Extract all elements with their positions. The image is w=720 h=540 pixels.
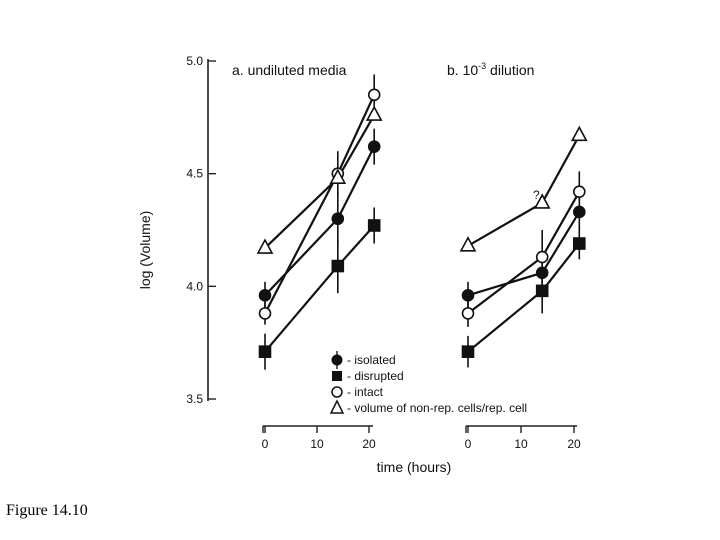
y-axis-label: log (Volume)	[137, 211, 153, 290]
figure-caption: Figure 14.10	[6, 502, 88, 519]
y-tick-label: 4.5	[186, 167, 203, 181]
legend-marker-intact	[331, 386, 343, 398]
point-disrupted	[535, 284, 549, 298]
point-volume-ratio	[365, 105, 383, 121]
legend-entry: - intact	[331, 385, 384, 399]
panel-a-title: a. undiluted media	[232, 62, 347, 78]
x-axis-label: time (hours)	[377, 459, 452, 475]
panel-b-title-rest: dilution	[486, 62, 534, 78]
point-intact	[535, 250, 549, 264]
legend-entry: - disrupted	[332, 369, 404, 383]
panel-b: b. 10-3 dilution ? 0 10 20	[447, 61, 588, 451]
point-intact	[572, 185, 586, 198]
x-tick-label: 20	[567, 437, 581, 451]
y-tick-label: 4.0	[186, 279, 203, 293]
series-line	[264, 114, 376, 249]
panel-b-title-main: b. 10	[447, 62, 478, 78]
series-line	[467, 134, 581, 247]
panel-a-x-axis: 0 10 20	[262, 425, 376, 451]
point-volume-ratio	[533, 193, 551, 209]
x-tick-label: 0	[465, 437, 472, 451]
legend-marker-disrupted	[332, 371, 342, 381]
point-isolated	[535, 266, 549, 280]
legend-entry: - volume of non-rep. cells/rep. cell	[329, 399, 527, 415]
x-tick-label: 10	[310, 437, 324, 451]
y-tick-label: 5.0	[186, 54, 203, 68]
x-tick-label: 10	[514, 437, 528, 451]
point-isolated	[572, 205, 586, 219]
point-disrupted	[258, 345, 272, 358]
point-disrupted	[367, 219, 381, 232]
point-volume-ratio	[459, 236, 477, 252]
point-isolated	[258, 289, 272, 302]
point-volume-ratio	[329, 168, 347, 184]
point-isolated	[461, 289, 475, 302]
series-line	[467, 242, 581, 353]
point-isolated	[367, 140, 381, 153]
y-ticks: 3.5 4.0 4.5 5.0	[186, 54, 216, 406]
panel-b-x-axis: 0 10 20	[465, 425, 581, 451]
legend-label: - isolated	[347, 353, 396, 367]
legend: - isolated - disrupted - intact - volume of…	[329, 351, 527, 415]
panel-b-title-sup: -3	[478, 61, 486, 71]
panel-b-annotation: ?	[533, 188, 540, 202]
series-line	[264, 94, 376, 314]
point-disrupted	[331, 259, 345, 273]
point-intact	[461, 307, 475, 320]
series-line	[264, 224, 376, 353]
legend-label: - disrupted	[347, 369, 404, 383]
series-line	[264, 146, 376, 297]
series-line	[467, 191, 581, 315]
legend-label: - volume of non-rep. cells/rep. cell	[347, 401, 527, 415]
legend-label: - intact	[347, 385, 384, 399]
panel-b-data	[459, 125, 588, 368]
point-volume-ratio	[570, 125, 588, 142]
point-isolated	[331, 212, 345, 226]
point-disrupted	[572, 237, 586, 250]
point-disrupted	[461, 345, 475, 358]
legend-entry: - isolated	[331, 351, 396, 369]
x-tick-label: 20	[362, 437, 376, 451]
legend-marker-volume	[329, 399, 345, 414]
panel-a: a. undiluted media 0 10 20	[232, 62, 383, 451]
y-tick-label: 3.5	[186, 392, 203, 406]
series-line	[467, 211, 581, 297]
point-volume-ratio	[256, 238, 274, 254]
x-tick-label: 0	[262, 437, 269, 451]
y-axis: 3.5 4.0 4.5 5.0 log (Volume)	[137, 54, 216, 406]
point-intact	[258, 307, 272, 320]
panel-a-data	[256, 74, 383, 370]
panel-b-title: b. 10-3 dilution	[447, 61, 534, 78]
point-intact	[367, 88, 381, 102]
